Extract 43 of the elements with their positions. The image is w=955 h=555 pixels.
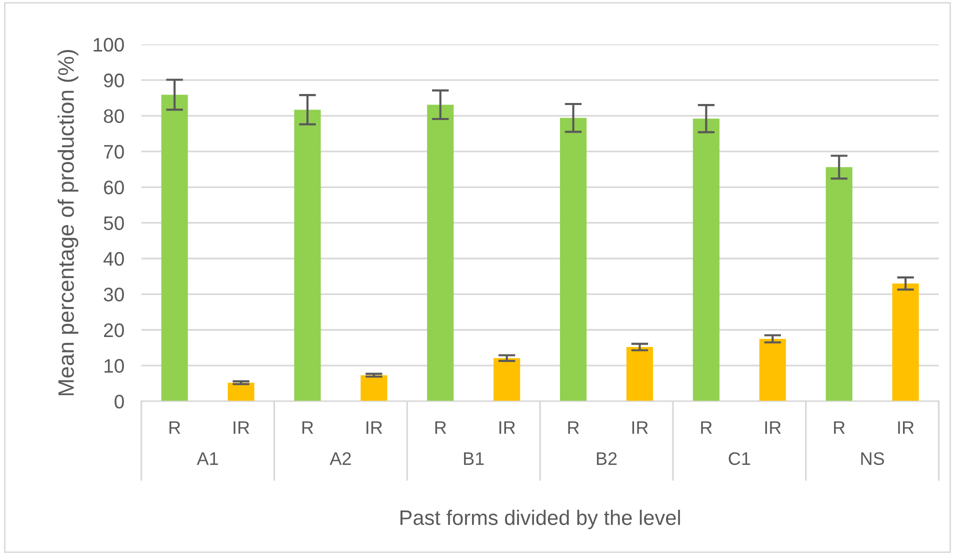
y-tick-label: 20 xyxy=(104,323,124,338)
bar xyxy=(427,104,454,402)
x-tick-label: IR xyxy=(898,421,914,434)
x-tick-label: IR xyxy=(632,421,648,434)
x-tick-label: IR xyxy=(366,421,382,434)
text: A2 xyxy=(330,452,351,465)
y-tick-label: 80 xyxy=(104,109,124,124)
text: B2 xyxy=(596,452,617,465)
y-tick-label: 100 xyxy=(94,38,124,52)
x-tick-label: R xyxy=(170,421,180,434)
text: B1 xyxy=(464,452,484,465)
bar xyxy=(626,347,654,402)
x-tick-label: R xyxy=(302,421,314,434)
bar xyxy=(826,167,852,402)
x-tick-label: R xyxy=(435,421,446,434)
x-tick-label: R xyxy=(568,421,579,434)
bar xyxy=(228,382,254,402)
x-tick-label: R xyxy=(834,421,845,434)
y-axis-title: Mean percentage of production (%) xyxy=(58,50,78,396)
x-tick-label: IR xyxy=(234,421,250,434)
y-tick-label: 50 xyxy=(104,216,124,230)
bar xyxy=(294,110,321,402)
y-tick-label: 10 xyxy=(104,359,124,373)
y-tick-label: 70 xyxy=(104,144,124,159)
x-axis-title: Past forms divided by the level xyxy=(400,510,680,530)
bar xyxy=(560,118,587,402)
x-tick-label: R xyxy=(701,421,712,434)
bar xyxy=(161,94,188,402)
bar xyxy=(892,284,919,402)
x-tick-label: IR xyxy=(499,421,516,434)
text: NS xyxy=(861,452,884,465)
bar xyxy=(494,358,520,402)
y-tick-label: 40 xyxy=(103,252,124,266)
bar xyxy=(692,118,720,402)
bar xyxy=(360,375,388,402)
text: C1 xyxy=(728,452,750,465)
y-tick-label: 60 xyxy=(104,180,124,194)
y-tick-label: 90 xyxy=(104,74,124,88)
x-tick-label: IR xyxy=(765,421,781,434)
y-tick-label: 30 xyxy=(104,288,124,302)
y-tick-label: 0 xyxy=(114,394,124,408)
bar xyxy=(759,338,786,402)
text: A1 xyxy=(196,452,218,465)
